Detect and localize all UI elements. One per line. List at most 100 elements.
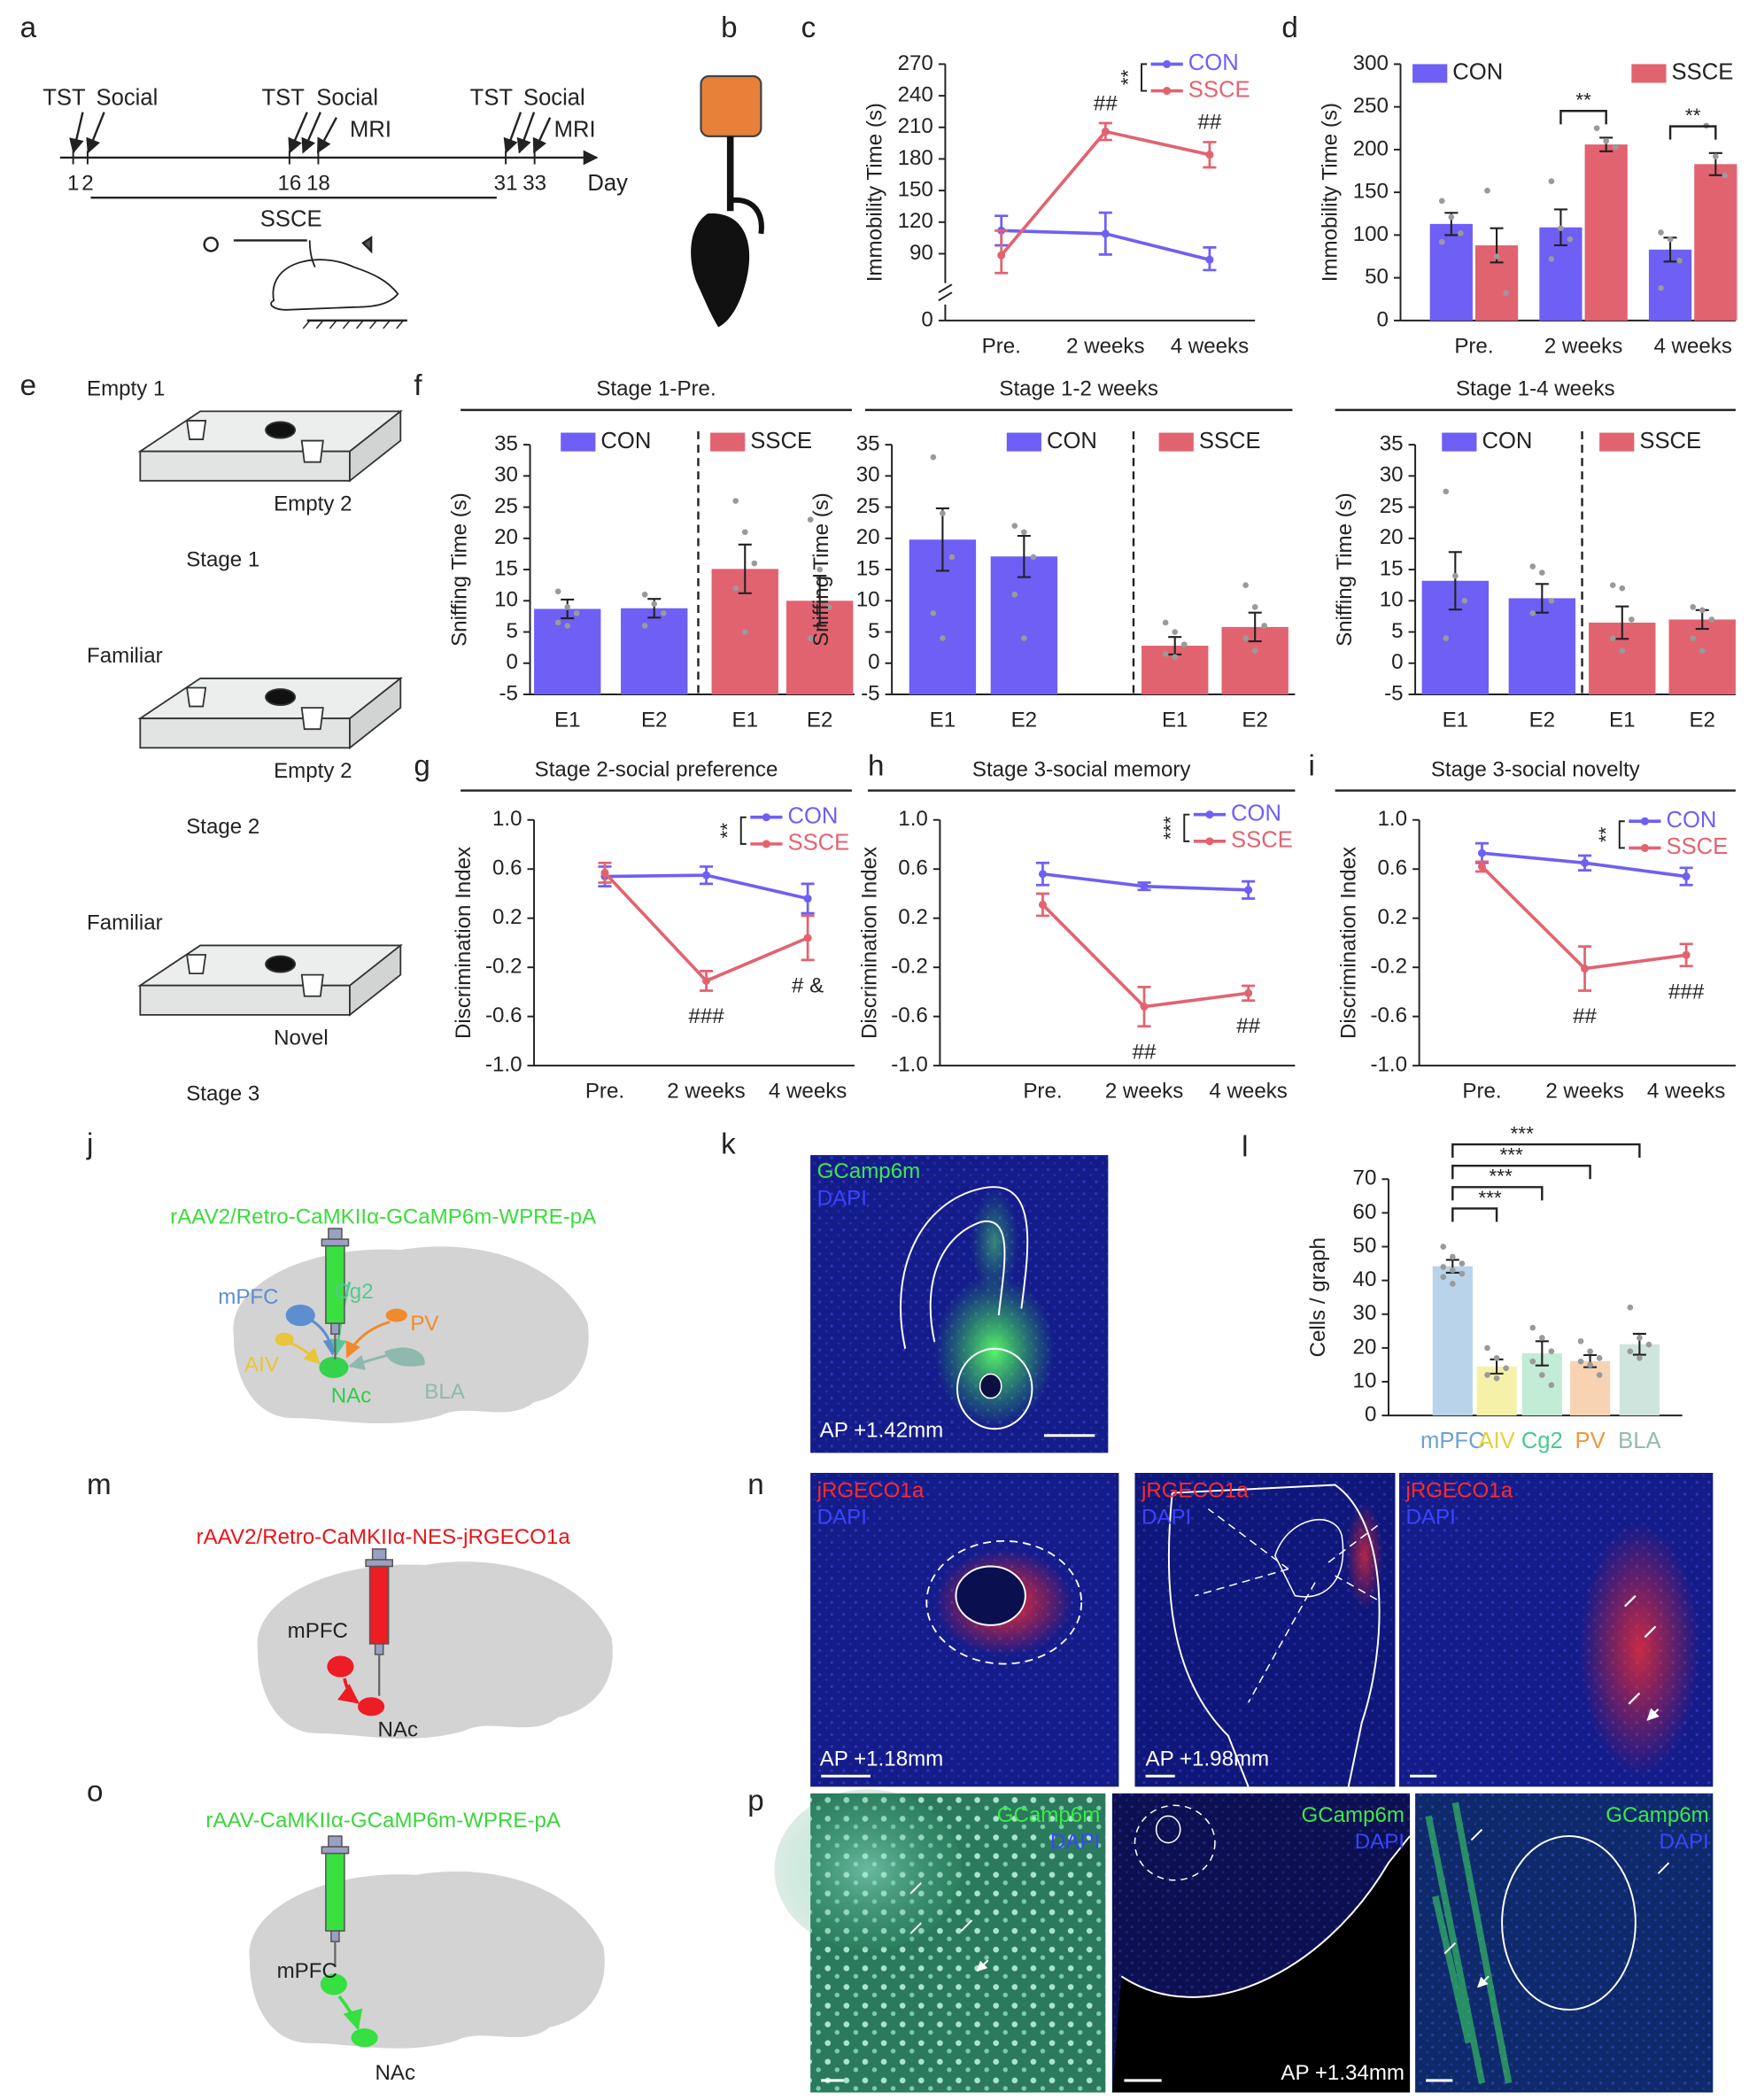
- y-axis-label: Sniffing Time (s): [1333, 492, 1357, 647]
- channel-label: DAPI: [1050, 1830, 1100, 1854]
- x-tick-label: E2: [807, 709, 833, 732]
- significance-bracket: [1451, 1165, 1591, 1180]
- data-point: [641, 623, 648, 629]
- error-bar: [1535, 583, 1549, 614]
- data-point: [1577, 1358, 1584, 1365]
- data-point: [1548, 1348, 1555, 1355]
- y-tick-label: 200: [1353, 136, 1389, 160]
- data-point: [1459, 1260, 1466, 1267]
- data-point: [1612, 143, 1619, 151]
- significance-bracket: [1559, 110, 1607, 125]
- error-bar: [813, 575, 827, 627]
- marker: [702, 871, 711, 880]
- syringe: [365, 1548, 393, 1696]
- legend-marker: [1163, 87, 1172, 96]
- data-point: [948, 554, 956, 561]
- legend-label: SSCE: [788, 831, 850, 856]
- stage-name: Stage 3: [186, 1082, 259, 1106]
- data-point: [1484, 1344, 1490, 1352]
- y-tick-label: 35: [856, 431, 880, 455]
- marker: [1038, 870, 1047, 879]
- x-tick-label: E2: [1689, 709, 1715, 732]
- legend-swatch: [561, 432, 596, 452]
- y-tick-label: 15: [1380, 556, 1404, 580]
- x-tick-label: 4 weeks: [1653, 334, 1731, 358]
- y-tick-label: 90: [909, 241, 933, 265]
- x-tick-label: 4 weeks: [769, 1080, 847, 1104]
- legend-swatch: [1412, 64, 1448, 83]
- data-point: [1443, 635, 1450, 641]
- bar: [990, 556, 1058, 695]
- day-label: 31: [494, 171, 518, 195]
- bar: [1429, 223, 1473, 321]
- legend-marker: [1640, 817, 1649, 825]
- legend-label: SSCE: [1667, 834, 1729, 859]
- day-label: 2: [81, 171, 93, 195]
- y-tick-label: 40: [1353, 1267, 1377, 1291]
- annotation: ##: [1198, 111, 1222, 135]
- significance-label: **: [1685, 105, 1701, 127]
- data-point: [641, 591, 648, 598]
- day-label: 1: [67, 171, 79, 195]
- data-point: [816, 566, 824, 573]
- data-point: [1529, 610, 1536, 616]
- data-point: [1567, 236, 1574, 243]
- marker: [1682, 872, 1691, 881]
- series-line: [603, 872, 809, 983]
- x-tick-label: E1: [554, 709, 581, 732]
- data-point: [1242, 635, 1249, 641]
- data-point: [1548, 597, 1555, 604]
- micrograph-n2: [1134, 1472, 1396, 1787]
- data-point: [1587, 1348, 1593, 1355]
- data-point: [1440, 1274, 1447, 1281]
- ap-label: AP +1.34mm: [1281, 2061, 1405, 2085]
- x-tick-label: 2 weeks: [1105, 1080, 1183, 1104]
- marker: [600, 868, 609, 877]
- data-point: [1690, 604, 1696, 610]
- y-tick-label: 1.0: [898, 807, 928, 831]
- ap-label: AP +1.98mm: [1146, 1747, 1270, 1771]
- data-point: [741, 629, 748, 635]
- annotation: ##: [1133, 1040, 1157, 1064]
- y-tick-label: 10: [494, 588, 518, 612]
- x-tick-label: E2: [1529, 709, 1556, 732]
- y-tick-label: 0.6: [492, 856, 522, 880]
- event-label: Social: [523, 85, 585, 110]
- y-tick-label: 250: [1353, 94, 1389, 118]
- legend-label: CON: [788, 803, 839, 828]
- y-axis-label: Discrimination Index: [1337, 847, 1361, 1039]
- y-tick-label: 35: [494, 431, 518, 455]
- data-point: [1484, 1372, 1490, 1378]
- legend-marker: [1163, 59, 1172, 68]
- data-point: [1261, 623, 1268, 629]
- x-tick-label: 4 weeks: [1171, 334, 1249, 358]
- marker: [1205, 255, 1214, 264]
- legend-marker: [762, 813, 770, 822]
- data-point: [1609, 635, 1616, 641]
- y-axis-label: Immobility Time (s): [863, 103, 886, 282]
- y-axis-label: Sniffing Time (s): [448, 492, 472, 647]
- data-point: [651, 601, 658, 608]
- legend-swatch: [1442, 432, 1477, 452]
- legend-label: SSCE: [1231, 828, 1293, 853]
- significance-bracket: [1183, 813, 1190, 842]
- panel-letter: c: [801, 12, 816, 44]
- bar: [534, 608, 601, 695]
- x-tick-label: 4 weeks: [1209, 1080, 1287, 1104]
- x-tick-label: 2 weeks: [667, 1080, 745, 1104]
- data-point: [1627, 1348, 1634, 1355]
- data-point: [1448, 213, 1455, 221]
- data-point: [1699, 607, 1706, 614]
- marker: [1205, 151, 1214, 159]
- legend-swatch: [1599, 432, 1635, 452]
- significance-label: ***: [1510, 1123, 1534, 1145]
- data-point: [1596, 1355, 1603, 1361]
- data-point: [1438, 198, 1445, 205]
- day-label: 18: [306, 171, 330, 195]
- data-point: [554, 588, 561, 595]
- significance-bracket: [739, 816, 747, 845]
- marker: [1581, 965, 1590, 973]
- data-point: [825, 604, 832, 610]
- legend-marker: [1640, 843, 1649, 852]
- data-point: [1548, 178, 1555, 184]
